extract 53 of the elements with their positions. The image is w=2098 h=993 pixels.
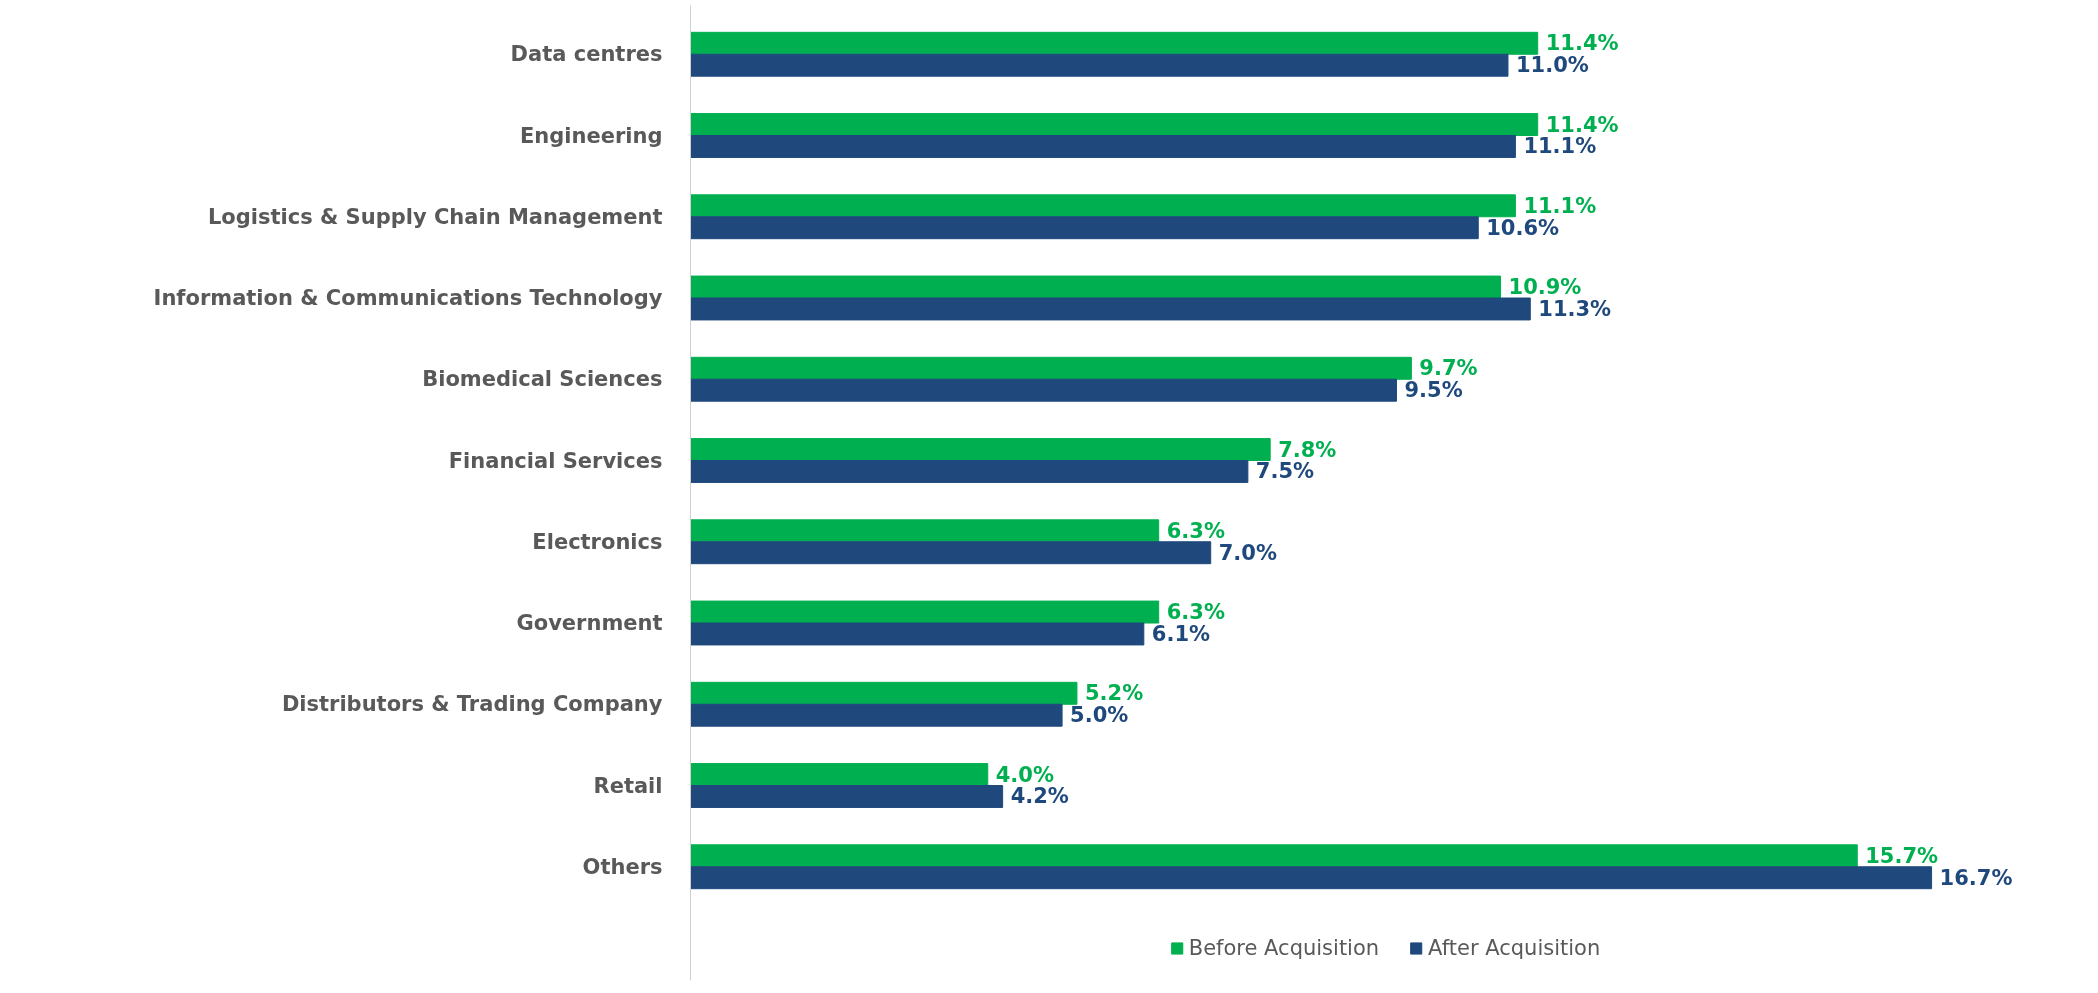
legend-label: After Acquisition (1428, 936, 1601, 960)
data-label: 11.4% (1545, 31, 1619, 56)
bar (690, 438, 1271, 461)
y-tick-label: Others (582, 854, 663, 879)
data-label: 10.6% (1486, 215, 1560, 240)
bar (690, 600, 1160, 624)
data-label: 5.0% (1070, 703, 1129, 728)
bar (690, 866, 1933, 890)
y-tick-label: Data centres (510, 42, 663, 67)
data-label: 11.4% (1545, 112, 1619, 137)
data-label: 7.8% (1278, 437, 1337, 462)
bar (690, 519, 1160, 543)
y-tick-label: Biomedical Sciences (422, 367, 663, 392)
bar (690, 763, 989, 786)
data-label: 9.5% (1404, 378, 1463, 403)
bar (690, 297, 1531, 321)
bar (690, 460, 1249, 483)
data-label: 11.1% (1523, 134, 1597, 159)
bar (690, 844, 1858, 868)
bar (690, 785, 1004, 808)
legend-label: Before Acquisition (1188, 936, 1380, 960)
y-tick-label: Information & Communications Technology (153, 286, 663, 310)
bar (690, 194, 1516, 218)
data-label: 11.1% (1523, 193, 1597, 218)
bar (690, 681, 1078, 705)
data-label: 7.5% (1255, 459, 1315, 484)
y-tick-label: Government (516, 611, 663, 635)
data-label: 7.0% (1218, 540, 1277, 565)
bar (690, 703, 1063, 727)
bar (690, 378, 1397, 402)
data-label: 5.2% (1084, 681, 1144, 706)
y-tick-label: Distributors & Trading Company (281, 692, 663, 717)
bar (690, 541, 1212, 565)
bar (690, 53, 1509, 77)
bar (690, 113, 1539, 136)
bar (690, 216, 1479, 240)
bar (690, 275, 1502, 299)
y-tick-label: Electronics (532, 529, 663, 554)
data-label: 6.3% (1166, 518, 1225, 543)
data-label: 4.0% (995, 762, 1055, 787)
y-tick-label: Financial Services (448, 448, 663, 473)
bar (690, 356, 1412, 380)
data-label: 4.2% (1010, 784, 1069, 809)
data-label: 9.7% (1419, 356, 1478, 381)
bar (690, 622, 1145, 646)
data-label: 15.7% (1865, 843, 1939, 868)
y-tick-label: Logistics & Supply Chain Management (207, 204, 663, 229)
y-tick-label: Engineering (520, 123, 663, 148)
data-label: 11.0% (1515, 53, 1589, 78)
bar (690, 135, 1516, 158)
y-tick-label: Retail (593, 773, 663, 798)
data-label: 16.7% (1939, 865, 2013, 890)
bar (690, 31, 1539, 55)
